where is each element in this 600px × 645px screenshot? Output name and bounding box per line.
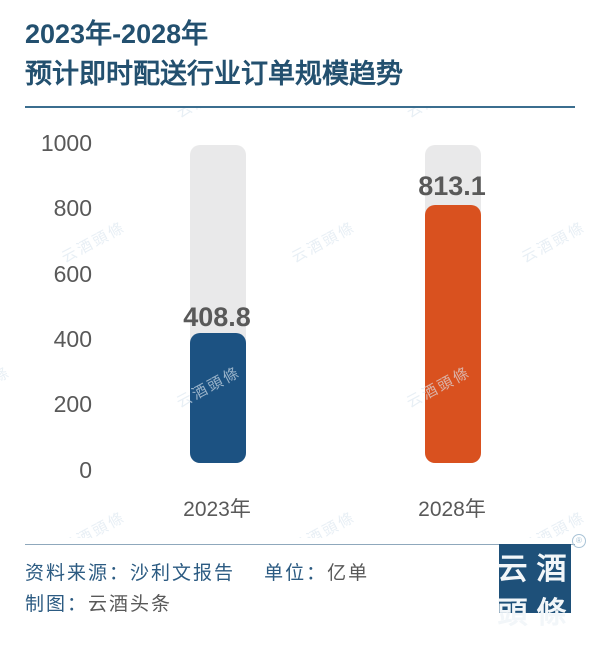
svg-text:云酒頭條: 云酒頭條 bbox=[289, 219, 359, 267]
svg-text:云酒頭條: 云酒頭條 bbox=[174, 108, 244, 122]
svg-text:云酒頭條: 云酒頭條 bbox=[404, 108, 474, 122]
svg-text:云酒頭條: 云酒頭條 bbox=[59, 219, 129, 267]
svg-text:云酒頭條: 云酒頭條 bbox=[289, 509, 359, 538]
svg-text:云酒頭條: 云酒頭條 bbox=[0, 108, 14, 122]
svg-text:云酒頭條: 云酒頭條 bbox=[59, 509, 129, 538]
svg-text:云酒頭條: 云酒頭條 bbox=[519, 219, 589, 267]
svg-text:云酒頭條: 云酒頭條 bbox=[0, 364, 14, 412]
